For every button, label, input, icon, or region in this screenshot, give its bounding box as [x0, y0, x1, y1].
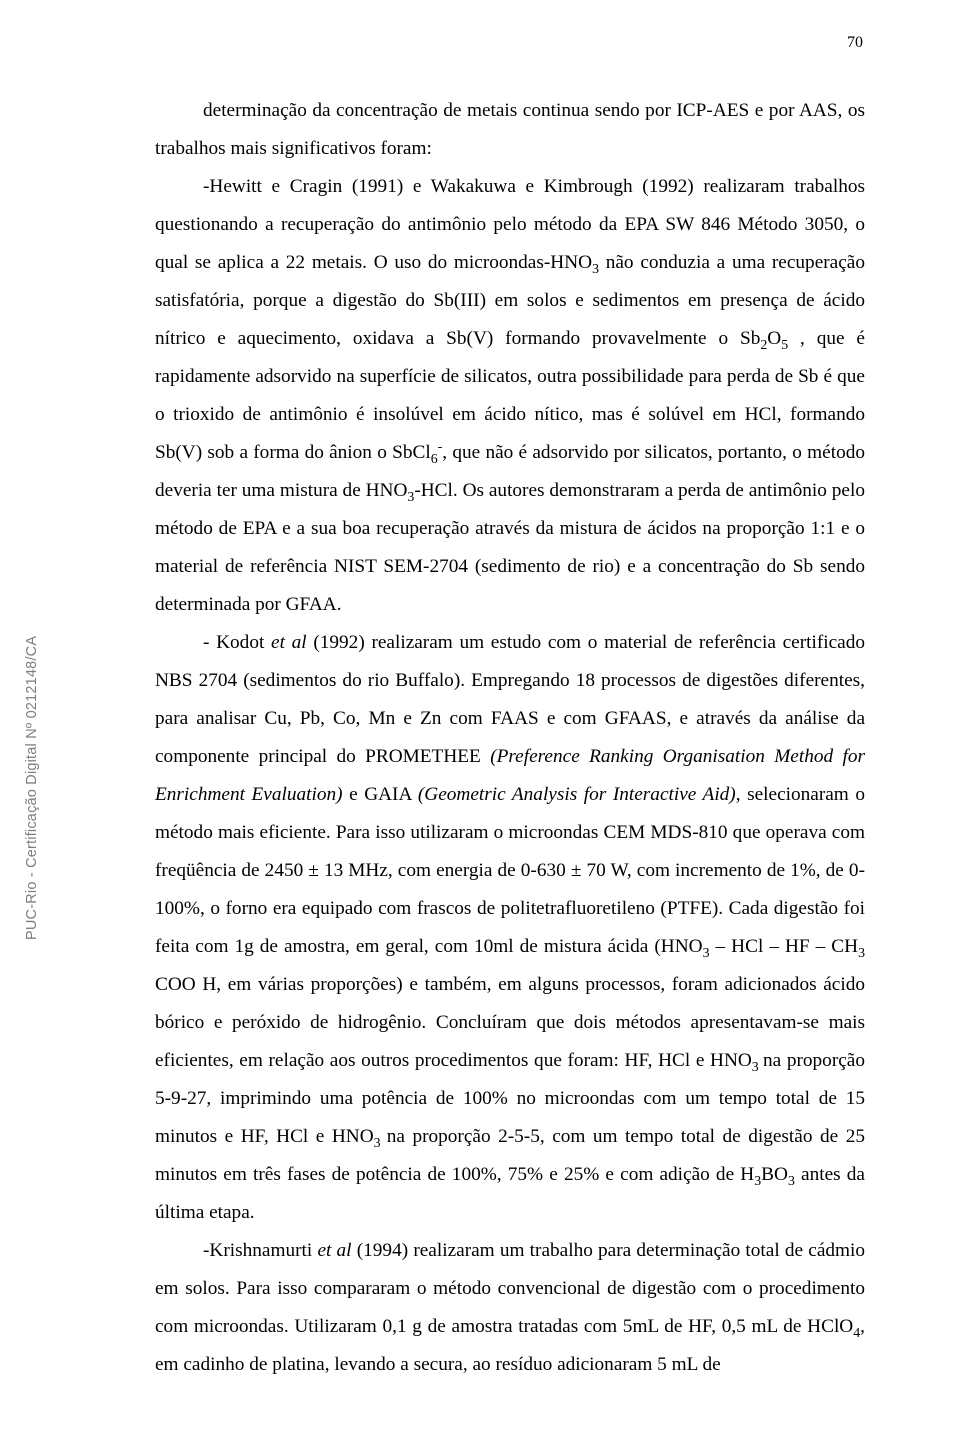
- paragraph-1: determinação da concentração de metais c…: [155, 92, 865, 168]
- paragraph-3: - Kodot et al (1992) realizaram um estud…: [155, 624, 865, 1232]
- document-page: 70 PUC-Rio - Certificação Digital Nº 021…: [0, 0, 960, 1444]
- paragraph-4: -Krishnamurti et al (1994) realizaram um…: [155, 1232, 865, 1384]
- body-text-block: determinação da concentração de metais c…: [155, 92, 865, 1384]
- certification-side-label: PUC-Rio - Certificação Digital Nº 021214…: [24, 636, 40, 940]
- paragraph-2: -Hewitt e Cragin (1991) e Wakakuwa e Kim…: [155, 168, 865, 624]
- page-number: 70: [847, 34, 863, 52]
